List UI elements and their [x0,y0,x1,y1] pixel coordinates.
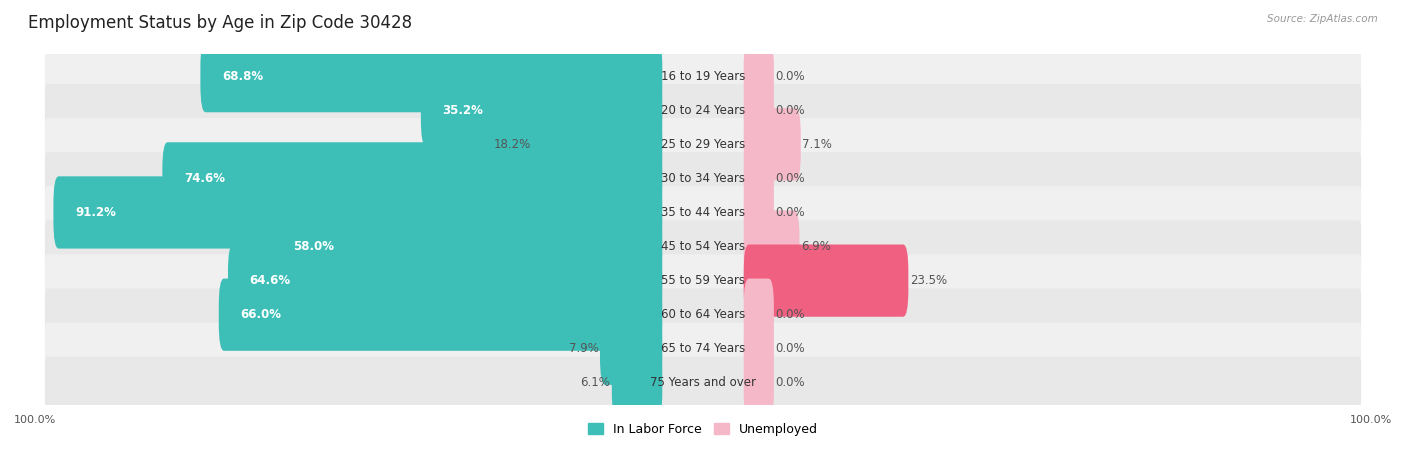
Text: 75 Years and over: 75 Years and over [650,376,756,389]
FancyBboxPatch shape [45,323,1361,375]
Text: 20 to 24 Years: 20 to 24 Years [661,104,745,117]
FancyBboxPatch shape [45,118,1361,171]
FancyBboxPatch shape [744,142,773,215]
Text: 23.5%: 23.5% [910,274,946,287]
Text: 45 to 54 Years: 45 to 54 Years [661,240,745,253]
Text: 58.0%: 58.0% [292,240,333,253]
Text: 30 to 34 Years: 30 to 34 Years [661,172,745,185]
Text: 35.2%: 35.2% [443,104,484,117]
Text: 16 to 19 Years: 16 to 19 Years [661,70,745,83]
Text: 0.0%: 0.0% [775,70,804,83]
FancyBboxPatch shape [744,347,773,419]
Text: 25 to 29 Years: 25 to 29 Years [661,138,745,151]
Text: 55 to 59 Years: 55 to 59 Years [661,274,745,287]
FancyBboxPatch shape [162,142,662,215]
FancyBboxPatch shape [600,313,662,385]
FancyBboxPatch shape [45,356,1361,409]
FancyBboxPatch shape [744,279,773,351]
Text: 6.1%: 6.1% [581,376,610,389]
FancyBboxPatch shape [744,211,800,283]
FancyBboxPatch shape [45,50,1361,103]
Text: 0.0%: 0.0% [775,376,804,389]
Text: 100.0%: 100.0% [14,415,56,425]
Text: 68.8%: 68.8% [222,70,263,83]
FancyBboxPatch shape [45,186,1361,238]
Text: 7.1%: 7.1% [801,138,832,151]
Text: 6.9%: 6.9% [801,240,831,253]
FancyBboxPatch shape [201,40,662,112]
FancyBboxPatch shape [744,108,801,180]
FancyBboxPatch shape [53,176,662,248]
FancyBboxPatch shape [219,279,662,351]
Text: 91.2%: 91.2% [75,206,115,219]
Text: 66.0%: 66.0% [240,308,281,321]
FancyBboxPatch shape [420,74,662,146]
FancyBboxPatch shape [45,288,1361,341]
FancyBboxPatch shape [45,220,1361,273]
Text: 0.0%: 0.0% [775,342,804,355]
FancyBboxPatch shape [228,244,662,317]
Text: 64.6%: 64.6% [250,274,291,287]
Text: 18.2%: 18.2% [494,138,531,151]
FancyBboxPatch shape [744,244,908,317]
FancyBboxPatch shape [744,74,773,146]
FancyBboxPatch shape [612,347,662,419]
Text: 7.9%: 7.9% [569,342,599,355]
FancyBboxPatch shape [744,40,773,112]
FancyBboxPatch shape [271,211,662,283]
Legend: In Labor Force, Unemployed: In Labor Force, Unemployed [583,418,823,441]
Text: 74.6%: 74.6% [184,172,225,185]
Text: Employment Status by Age in Zip Code 30428: Employment Status by Age in Zip Code 304… [28,14,412,32]
FancyBboxPatch shape [45,152,1361,205]
Text: 0.0%: 0.0% [775,308,804,321]
Text: Source: ZipAtlas.com: Source: ZipAtlas.com [1267,14,1378,23]
Text: 100.0%: 100.0% [1350,415,1392,425]
FancyBboxPatch shape [45,84,1361,136]
FancyBboxPatch shape [744,176,773,248]
FancyBboxPatch shape [744,313,773,385]
Text: 0.0%: 0.0% [775,172,804,185]
FancyBboxPatch shape [533,108,662,180]
Text: 65 to 74 Years: 65 to 74 Years [661,342,745,355]
Text: 0.0%: 0.0% [775,104,804,117]
Text: 35 to 44 Years: 35 to 44 Years [661,206,745,219]
Text: 60 to 64 Years: 60 to 64 Years [661,308,745,321]
FancyBboxPatch shape [45,254,1361,307]
Text: 0.0%: 0.0% [775,206,804,219]
